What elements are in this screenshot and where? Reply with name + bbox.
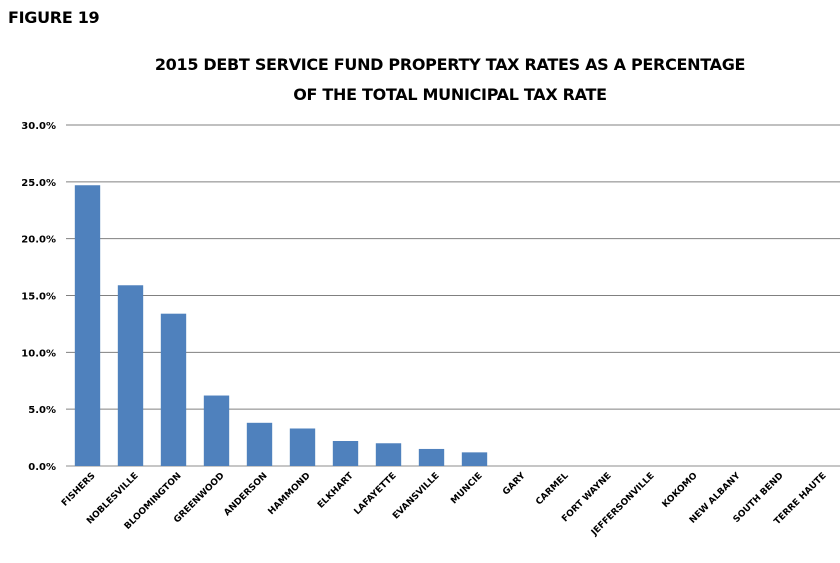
x-tick-label: GARY (501, 471, 528, 498)
x-tick-label: CARMEL (534, 471, 570, 507)
chart-subtitle: OF THE TOTAL MUNICIPAL TAX RATE (293, 85, 607, 104)
bars (74, 185, 488, 466)
y-tick-label: 25.0% (21, 178, 56, 189)
x-tick-label: ELKHART (316, 470, 356, 510)
bar-evansville (418, 448, 445, 466)
figure-label: FIGURE 19 (8, 8, 100, 27)
bar-fishers (74, 185, 101, 466)
x-tick-label: HAMMOND (267, 471, 313, 517)
bar-bloomington (160, 313, 187, 466)
x-tick-label: ANDERSON (222, 471, 269, 518)
x-tick-label: EVANSVILLE (391, 471, 442, 522)
y-tick-label: 10.0% (21, 348, 56, 359)
bar-lafayette (375, 443, 402, 466)
y-tick-label: 30.0% (21, 121, 56, 132)
y-tick-label: 5.0% (28, 405, 56, 416)
x-tick-label: FISHERS (60, 471, 98, 509)
bar-elkhart (332, 440, 359, 466)
bar-greenwood (203, 395, 230, 466)
bar-hammond (289, 428, 316, 466)
bar-noblesville (117, 285, 144, 466)
chart-title: 2015 DEBT SERVICE FUND PROPERTY TAX RATE… (154, 55, 746, 74)
bar-muncie (461, 452, 488, 466)
x-axis-labels: FISHERSNOBLESVILLEBLOOMINGTONGREENWOODAN… (60, 470, 829, 538)
x-tick-label: KOKOMO (661, 471, 700, 510)
y-tick-label: 20.0% (21, 235, 56, 246)
gridlines (66, 124, 840, 467)
x-tick-label: LAFAYETTE (353, 471, 399, 517)
y-tick-label: 15.0% (21, 292, 56, 303)
bar-anderson (246, 422, 273, 466)
y-tick-label: 0.0% (28, 462, 56, 473)
x-tick-label: MUNCIE (449, 471, 484, 506)
y-axis-ticks: 0.0% 5.0% 10.0% 15.0% 20.0% 25.0% 30.0% (21, 121, 56, 473)
